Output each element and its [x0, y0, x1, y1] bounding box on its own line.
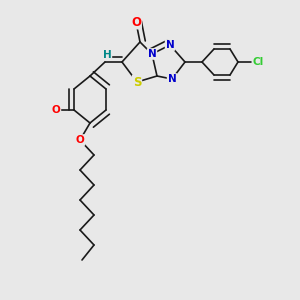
Text: S: S — [133, 76, 141, 88]
Text: N: N — [166, 40, 174, 50]
Text: H: H — [103, 50, 111, 60]
Text: O: O — [52, 105, 60, 115]
Text: N: N — [168, 74, 176, 84]
Text: O: O — [76, 135, 84, 145]
Text: N: N — [148, 49, 156, 59]
Text: O: O — [131, 16, 141, 28]
Text: Cl: Cl — [252, 57, 264, 67]
